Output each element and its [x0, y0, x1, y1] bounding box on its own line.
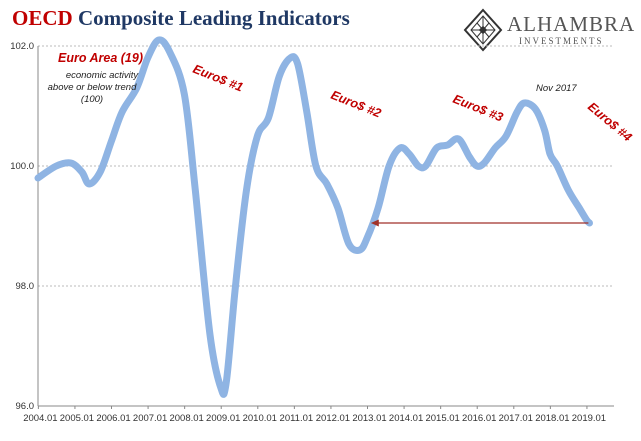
diamond-lattice-icon	[463, 8, 503, 52]
x-tick-label: 2008.01	[169, 413, 203, 424]
series-group	[34, 36, 593, 398]
eurodollar-label-4: Euro$ #4	[585, 100, 634, 145]
x-tick-label: 2019.01	[572, 413, 606, 424]
chart-title: OECD Composite Leading Indicators	[12, 6, 350, 31]
x-tick-label: 2012.01	[316, 413, 350, 424]
x-tick-label: 2016.01	[462, 413, 496, 424]
x-tick-label: 2018.01	[535, 413, 569, 424]
eurodollar-label-1: Euro$ #1	[191, 62, 245, 95]
x-tick-label: 2013.01	[352, 413, 386, 424]
x-tick-label: 2005.01	[60, 413, 94, 424]
peak-label: Nov 2017	[536, 83, 577, 94]
series-line	[34, 36, 593, 398]
arrow-group	[370, 219, 589, 227]
y-tick-label: 98.0	[16, 281, 35, 292]
x-tick-label: 2014.01	[389, 413, 423, 424]
x-tick-label: 2007.01	[133, 413, 167, 424]
x-tick-label: 2006.01	[96, 413, 130, 424]
x-tick-label: 2004.01	[23, 413, 57, 424]
x-tick-label: 2015.01	[425, 413, 459, 424]
note-line-1: economic activity	[66, 70, 140, 81]
axes	[37, 46, 614, 409]
arrow-head	[370, 219, 379, 227]
y-tick-labels: 96.0 98.0 100.0 102.0	[10, 41, 34, 412]
logo-name: ALHAMBRA	[507, 12, 636, 36]
eurodollar-label-2: Euro$ #2	[329, 88, 383, 121]
y-tick-label: 96.0	[16, 401, 35, 412]
logo-subtitle: INVESTMENTS	[519, 36, 604, 46]
grid-lines	[38, 45, 614, 287]
y-tick-label: 100.0	[10, 161, 34, 172]
series-label: Euro Area (19)	[58, 51, 143, 65]
alhambra-logo: ALHAMBRA INVESTMENTS	[463, 8, 634, 52]
x-tick-label: 2011.01	[280, 413, 314, 424]
x-tick-label: 2009.01	[206, 413, 240, 424]
eurodollar-label-3: Euro$ #3	[451, 92, 505, 125]
title-brand: OECD	[12, 6, 73, 30]
x-tick-labels: 2004.01 2005.01 2006.01 2007.01 2008.01 2009.…	[23, 413, 606, 424]
x-tick-label: 2017.01	[499, 413, 533, 424]
y-tick-label: 102.0	[10, 41, 34, 52]
note-line-3: (100)	[81, 94, 103, 105]
x-tick-label: 2010.01	[243, 413, 277, 424]
title-rest: Composite Leading Indicators	[72, 6, 350, 30]
note-line-2: above or below trend	[48, 82, 137, 93]
